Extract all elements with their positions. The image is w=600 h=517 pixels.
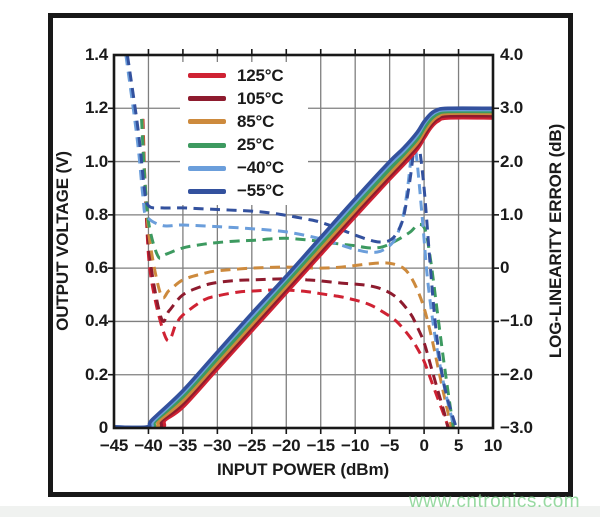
curve-error-minus55C: [125, 55, 459, 428]
curve-vout-85C: [114, 111, 493, 428]
bottom-strip: [0, 506, 600, 517]
legend-label: 25°C: [237, 135, 275, 155]
y-left-tick-label: 0.4: [84, 311, 108, 331]
x-tick-label: −25: [237, 436, 266, 455]
x-axis-title: INPUT POWER (dBm): [216, 460, 390, 479]
y-right-tick-label: −1.0: [500, 311, 533, 331]
legend-swatch: [188, 165, 226, 171]
x-tick-label: 0: [419, 436, 429, 455]
curve-vout-25C: [114, 109, 493, 428]
y-right-tick-label: −2.0: [500, 364, 533, 384]
y-right-tick-label: 4.0: [500, 45, 524, 64]
y-left-tick-label: 0.2: [84, 364, 108, 384]
x-tick-label: 10: [483, 436, 503, 455]
y-right-tick-label: 1.0: [500, 204, 524, 224]
legend-swatch: [188, 142, 226, 148]
x-tick-label: −20: [272, 436, 301, 455]
legend-row: −40°C: [188, 157, 308, 180]
legend-label: 105°C: [237, 88, 284, 108]
y-left-tick-label: 1.4: [84, 45, 108, 64]
y-left-tick-label: 0.8: [84, 204, 108, 224]
y-right-tick-label: 2.0: [500, 151, 524, 171]
legend-row: 125°C: [188, 64, 308, 87]
y-left-tick-label: 1.0: [84, 151, 108, 171]
legend-label: 125°C: [237, 65, 284, 85]
x-tick-label: −45: [99, 436, 129, 455]
legend-row: −55°C: [188, 180, 308, 203]
legend-label: 85°C: [237, 111, 275, 131]
x-tick-label: −40: [134, 436, 163, 455]
plot-border: [112, 53, 495, 430]
y-left-axis-title: OUTPUT VOLTAGE (V): [53, 151, 72, 331]
y-left-tick-label: 1.2: [84, 98, 108, 118]
curve-error-minus40C: [124, 55, 457, 428]
x-tick-label: −5: [380, 436, 400, 455]
x-tick-label: −30: [203, 436, 232, 455]
x-tick-label: −10: [341, 436, 370, 455]
legend-swatch: [188, 119, 226, 125]
x-tick-label: −15: [306, 436, 335, 455]
legend-row: 105°C: [188, 87, 308, 110]
legend: 125°C 105°C 85°C 25°C −40°C −55°C: [180, 62, 308, 205]
y-right-axis-title: LOG-LINEARITY ERROR (dB): [546, 123, 565, 359]
y-right-tick-label: −3.0: [500, 418, 533, 437]
y-right-tick-label: 0: [500, 258, 510, 278]
legend-row: 85°C: [188, 110, 308, 133]
legend-label: −55°C: [237, 181, 284, 201]
y-right-tick-label: 3.0: [500, 98, 524, 118]
y-left-tick-label: 0: [98, 418, 108, 437]
curve-error-85C: [140, 118, 454, 428]
x-tick-label: 5: [453, 436, 464, 455]
legend-label: −40°C: [237, 158, 284, 178]
legend-swatch: [188, 188, 226, 194]
y-left-tick-label: 0.6: [84, 258, 108, 278]
legend-swatch: [188, 96, 226, 102]
curve-error-105C: [141, 118, 450, 428]
x-tick-label: −35: [168, 436, 198, 455]
watermark: www.cntronics.com: [409, 491, 581, 512]
legend-swatch: [188, 73, 226, 79]
legend-row: 25°C: [188, 134, 308, 157]
curve-vout-minus55C: [114, 106, 493, 428]
curves: [114, 55, 493, 428]
